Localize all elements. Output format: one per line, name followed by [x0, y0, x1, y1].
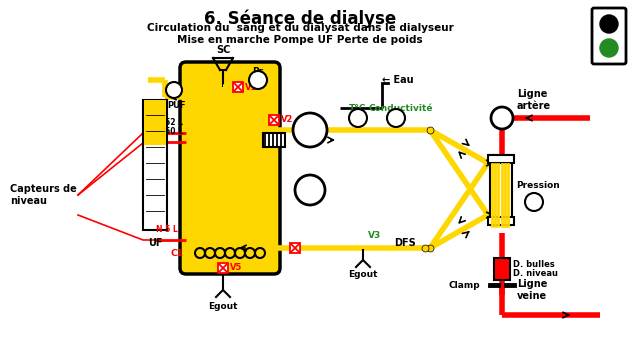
Text: C1: C1	[170, 250, 183, 259]
Text: Ligne
veine: Ligne veine	[517, 279, 547, 301]
Text: Egout: Egout	[209, 302, 238, 311]
Text: DFS: DFS	[394, 238, 416, 248]
Text: Ligne
artère: Ligne artère	[517, 89, 551, 111]
Text: P2: P2	[301, 183, 319, 197]
Circle shape	[600, 39, 618, 57]
Text: Capteurs de
niveau: Capteurs de niveau	[10, 184, 77, 206]
Text: V3: V3	[368, 231, 381, 239]
Bar	[218, 263, 228, 273]
Bar	[488, 217, 514, 225]
Text: Mise en marche Pompe UF Perte de poids: Mise en marche Pompe UF Perte de poids	[177, 35, 423, 45]
Bar	[494, 258, 510, 280]
Bar	[263, 133, 285, 147]
Circle shape	[295, 175, 325, 205]
Circle shape	[387, 109, 405, 127]
Circle shape	[600, 15, 618, 33]
Circle shape	[491, 107, 513, 129]
Circle shape	[349, 109, 367, 127]
Circle shape	[293, 113, 327, 147]
Text: Conductivité: Conductivité	[369, 104, 433, 113]
Text: Clamp: Clamp	[449, 280, 480, 290]
Text: N 52 L: N 52 L	[156, 118, 183, 127]
Text: Pr: Pr	[253, 67, 263, 76]
Text: P: P	[171, 85, 177, 95]
Text: D. bulles: D. bulles	[513, 260, 555, 269]
Text: P1: P1	[301, 123, 319, 137]
Text: SC: SC	[216, 45, 230, 55]
FancyBboxPatch shape	[592, 8, 626, 64]
Text: D. niveau: D. niveau	[513, 269, 558, 278]
Text: Circulation du  sang et du dialysat dans le dialyseur: Circulation du sang et du dialysat dans …	[147, 23, 454, 33]
Text: PUF: PUF	[168, 101, 186, 110]
Circle shape	[166, 82, 182, 98]
Text: C2: C2	[268, 141, 280, 150]
Circle shape	[525, 193, 543, 211]
Bar	[143, 100, 167, 230]
Bar	[233, 82, 243, 92]
Text: Egout: Egout	[348, 270, 378, 279]
Text: UF: UF	[148, 238, 163, 248]
Bar	[290, 243, 300, 253]
Text: V1: V1	[245, 82, 258, 92]
Bar	[490, 155, 512, 225]
Bar	[269, 115, 279, 125]
Text: V2: V2	[281, 116, 294, 124]
Bar	[488, 155, 514, 163]
Text: ← Eau: ← Eau	[382, 75, 414, 85]
Circle shape	[249, 71, 267, 89]
Text: Pression: Pression	[516, 180, 559, 190]
Text: PS: PS	[495, 113, 509, 123]
Text: T°C: T°C	[349, 104, 367, 113]
Text: V5: V5	[230, 263, 243, 273]
Text: V4: V4	[289, 246, 301, 255]
FancyBboxPatch shape	[180, 62, 280, 274]
Text: N 50 L: N 50 L	[156, 127, 183, 136]
Bar	[144, 100, 166, 145]
Text: 6. Séance de dialyse: 6. Séance de dialyse	[204, 10, 396, 28]
Text: N 5 L: N 5 L	[156, 225, 178, 234]
